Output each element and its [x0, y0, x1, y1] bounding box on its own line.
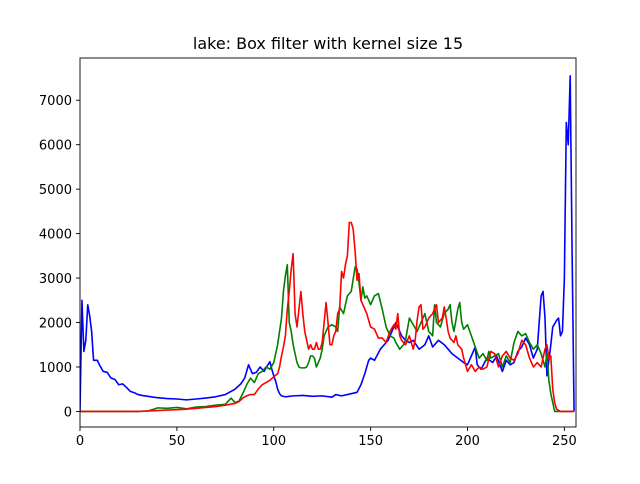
- y-tick-label: 1000: [39, 361, 72, 376]
- series-layer: [80, 74, 575, 413]
- x-tick-label: 0: [76, 434, 84, 449]
- x-tick-label: 200: [455, 434, 480, 449]
- chart-title: lake: Box filter with kernel size 15: [193, 34, 463, 53]
- y-tick-label: 7000: [39, 94, 72, 109]
- plot-frame: [79, 57, 577, 428]
- x-tick-label: 150: [358, 434, 383, 449]
- series-line-3: [80, 221, 575, 413]
- x-tick-label: 250: [552, 434, 577, 449]
- series-line-2: [80, 263, 575, 413]
- y-tick-label: 5000: [39, 183, 72, 198]
- axes-layer: 0 50 100 150 200 250 0 1000 2000 3000 4000 5000 6000…: [39, 57, 577, 449]
- y-tick-label: 6000: [39, 139, 72, 154]
- y-tick-label: 4000: [39, 228, 72, 243]
- y-tick-label: 0: [64, 405, 72, 420]
- x-tick-label: 100: [261, 434, 286, 449]
- y-tick-label: 2000: [39, 317, 72, 332]
- series-line-1: [80, 74, 575, 412]
- x-tick-label: 50: [169, 434, 186, 449]
- y-tick-label: 3000: [39, 272, 72, 287]
